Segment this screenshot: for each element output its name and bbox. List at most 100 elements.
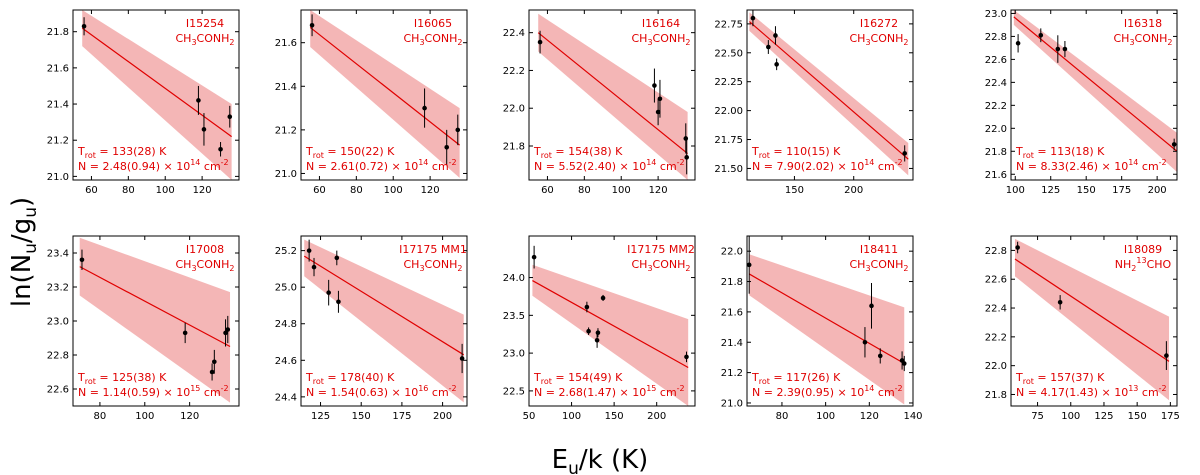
y-tick-label: 22.25 (714, 77, 743, 88)
x-tick-label: 200 (844, 185, 863, 196)
column-density-label: N = 2.39(0.95) × 1014 cm-2 (752, 384, 903, 399)
data-point (901, 361, 907, 366)
data-point (750, 15, 756, 21)
trot-label: Trot = 110(15) K (751, 145, 841, 160)
x-tick-label: 100 (562, 411, 581, 422)
data-point (1171, 142, 1177, 147)
x-tick-label: 100 (135, 411, 154, 422)
chart-panel-10: 75 100 125 150 175 21.8 22.0 22.2 22.4 22.6 22.8 I1… (985, 235, 1180, 422)
y-tick-label: 22.0 (503, 104, 525, 115)
x-tick-label: 80 (122, 185, 135, 196)
column-density-label: N = 1.14(0.59) × 1015 cm-2 (78, 384, 229, 399)
y-tick-label: 21.4 (721, 338, 743, 349)
data-point (81, 23, 87, 29)
y-tick-label: 23.4 (47, 249, 69, 260)
y-tick-label: 21.4 (47, 100, 69, 111)
data-point (306, 248, 312, 253)
plot-frame (528, 9, 696, 181)
confidence-band (749, 12, 909, 176)
molecule-label: NH213CHO (1115, 256, 1172, 273)
y-tick-label: 21.2 (721, 368, 743, 379)
molecule-label: CH3CONH2 (176, 258, 235, 273)
x-tick-label: 100 (1061, 411, 1080, 422)
data-point (225, 327, 231, 332)
y-tick-label: 22.6 (47, 385, 69, 396)
data-point (212, 359, 217, 365)
y-tick-label: 21.8 (985, 147, 1007, 158)
data-point (869, 303, 874, 309)
y-tick-label: 22.0 (985, 361, 1007, 372)
confidence-band (1014, 238, 1170, 401)
x-tick-label: 100 (612, 185, 631, 196)
data-point (1038, 32, 1044, 38)
panel-title: I16164 (642, 17, 680, 30)
y-tick-label: 24.8 (275, 319, 297, 330)
trot-label: Trot = 133(28) K (77, 145, 167, 160)
y-tick-label: 25.2 (275, 246, 297, 257)
y-tick-label: 21.2 (47, 136, 69, 147)
y-tick-label: 24.6 (275, 356, 297, 367)
data-point (684, 155, 689, 160)
x-tick-label: 80 (776, 411, 789, 422)
y-tick-label: 21.0 (47, 172, 69, 183)
y-tick-label: 21.8 (721, 277, 743, 288)
fit-line (79, 266, 231, 348)
data-point (334, 255, 340, 261)
plot-frame (300, 9, 468, 181)
x-tick-label: 125 (311, 411, 330, 422)
data-point (766, 44, 771, 50)
data-point (595, 330, 601, 336)
panel-title: I17175 MM1 (399, 243, 467, 256)
x-tick-label: 120 (421, 185, 440, 196)
data-point (1015, 245, 1020, 250)
data-point (1015, 41, 1021, 46)
y-tick-label: 24.0 (503, 273, 525, 284)
x-tick-label: 75 (1031, 411, 1044, 422)
data-point (223, 330, 228, 336)
data-point (531, 254, 537, 260)
y-tick-label: 22.00 (714, 106, 743, 117)
y-tick-label: 21.6 (275, 38, 297, 49)
data-point (218, 146, 223, 152)
data-point (774, 62, 779, 67)
panel-title: I16318 (1124, 17, 1162, 30)
panel-title: I18411 (860, 243, 898, 256)
data-point (182, 330, 188, 336)
x-tick-label: 150 (605, 411, 624, 422)
column-density-label: N = 7.90(2.02) × 1014 cm-2 (752, 158, 903, 173)
column-density-label: N = 2.68(1.47) × 1015 cm-2 (534, 384, 685, 399)
x-tick-label: 120 (649, 185, 668, 196)
column-density-label: N = 8.33(2.46) × 1014 cm-2 (1016, 158, 1167, 173)
x-tick-label: 50 (523, 411, 536, 422)
y-tick-label: 22.2 (985, 101, 1007, 112)
y-tick-label: 21.0 (275, 169, 297, 180)
trot-label: Trot = 157(37) K (1015, 371, 1105, 386)
chart-panel-4: 150 200 21.50 21.75 22.00 22.25 22.50 22.75 I162… (714, 9, 914, 196)
data-point (537, 39, 543, 45)
y-tick-label: 21.6 (721, 307, 743, 318)
confidence-band (538, 13, 688, 180)
trot-label: Trot = 113(18) K (1015, 145, 1105, 160)
y-tick-label: 21.8 (47, 27, 69, 38)
x-tick-label: 60 (541, 185, 554, 196)
y-tick-label: 22.2 (503, 66, 525, 77)
x-axis-title: Eu/k (K) (552, 445, 649, 475)
y-tick-label: 22.8 (985, 32, 1007, 43)
data-point (655, 109, 661, 115)
data-point (862, 339, 868, 345)
y-tick-label: 21.75 (714, 135, 743, 146)
plot-frame (746, 9, 914, 181)
panel-title: I16065 (414, 17, 452, 30)
data-point (196, 98, 201, 103)
y-tick-label: 22.50 (714, 48, 743, 59)
data-point (227, 114, 233, 120)
y-tick-label: 22.4 (985, 304, 1007, 315)
column-density-label: N = 5.52(2.40) × 1014 cm-2 (534, 158, 685, 173)
data-point (209, 369, 215, 375)
y-tick-label: 21.2 (275, 125, 297, 136)
confidence-band (82, 10, 232, 180)
y-tick-label: 22.8 (985, 246, 1007, 257)
data-point (586, 328, 591, 334)
y-tick-label: 21.50 (714, 164, 743, 175)
